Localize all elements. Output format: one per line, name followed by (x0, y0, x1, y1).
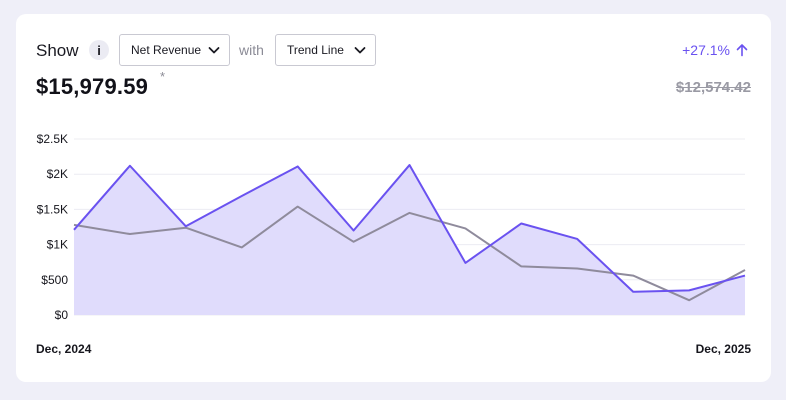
arrow-up-icon (736, 44, 748, 57)
y-tick-label: $1K (47, 238, 68, 252)
y-tick-label: $0 (55, 308, 69, 322)
revenue-line (73, 164, 746, 293)
change-indicator: +27.1% (682, 42, 749, 58)
x-axis-end-label: Dec, 2025 (695, 342, 751, 356)
info-icon[interactable]: i (89, 40, 109, 60)
y-tick-label: $2K (47, 167, 68, 181)
with-label: with (239, 42, 264, 58)
asterisk-note: * (160, 69, 166, 84)
metric-select-value: Net Revenue (131, 43, 202, 57)
y-tick-label: $1.5K (37, 202, 68, 216)
y-tick-label: $2.5K (37, 132, 68, 146)
trend-line (73, 205, 746, 302)
show-label: Show (36, 41, 79, 60)
change-value: +27.1% (682, 42, 730, 58)
revenue-chart: $0 $500 $1K $1.5K $2K $2.5K (37, 132, 746, 322)
mode-select[interactable]: Trend Line (275, 34, 376, 66)
previous-value: $12,574.42 (675, 79, 751, 96)
current-value: $15,979.59 (36, 74, 149, 99)
x-axis-start-label: Dec, 2024 (36, 342, 92, 356)
y-tick-label: $500 (41, 273, 68, 287)
chevron-down-icon (208, 47, 220, 54)
series-area-fill (74, 165, 745, 315)
revenue-card: Show i Net Revenue with Trend Line +27.1… (16, 14, 771, 382)
chevron-down-icon (354, 47, 366, 54)
mode-select-value: Trend Line (287, 43, 344, 57)
metric-select[interactable]: Net Revenue (119, 34, 230, 66)
